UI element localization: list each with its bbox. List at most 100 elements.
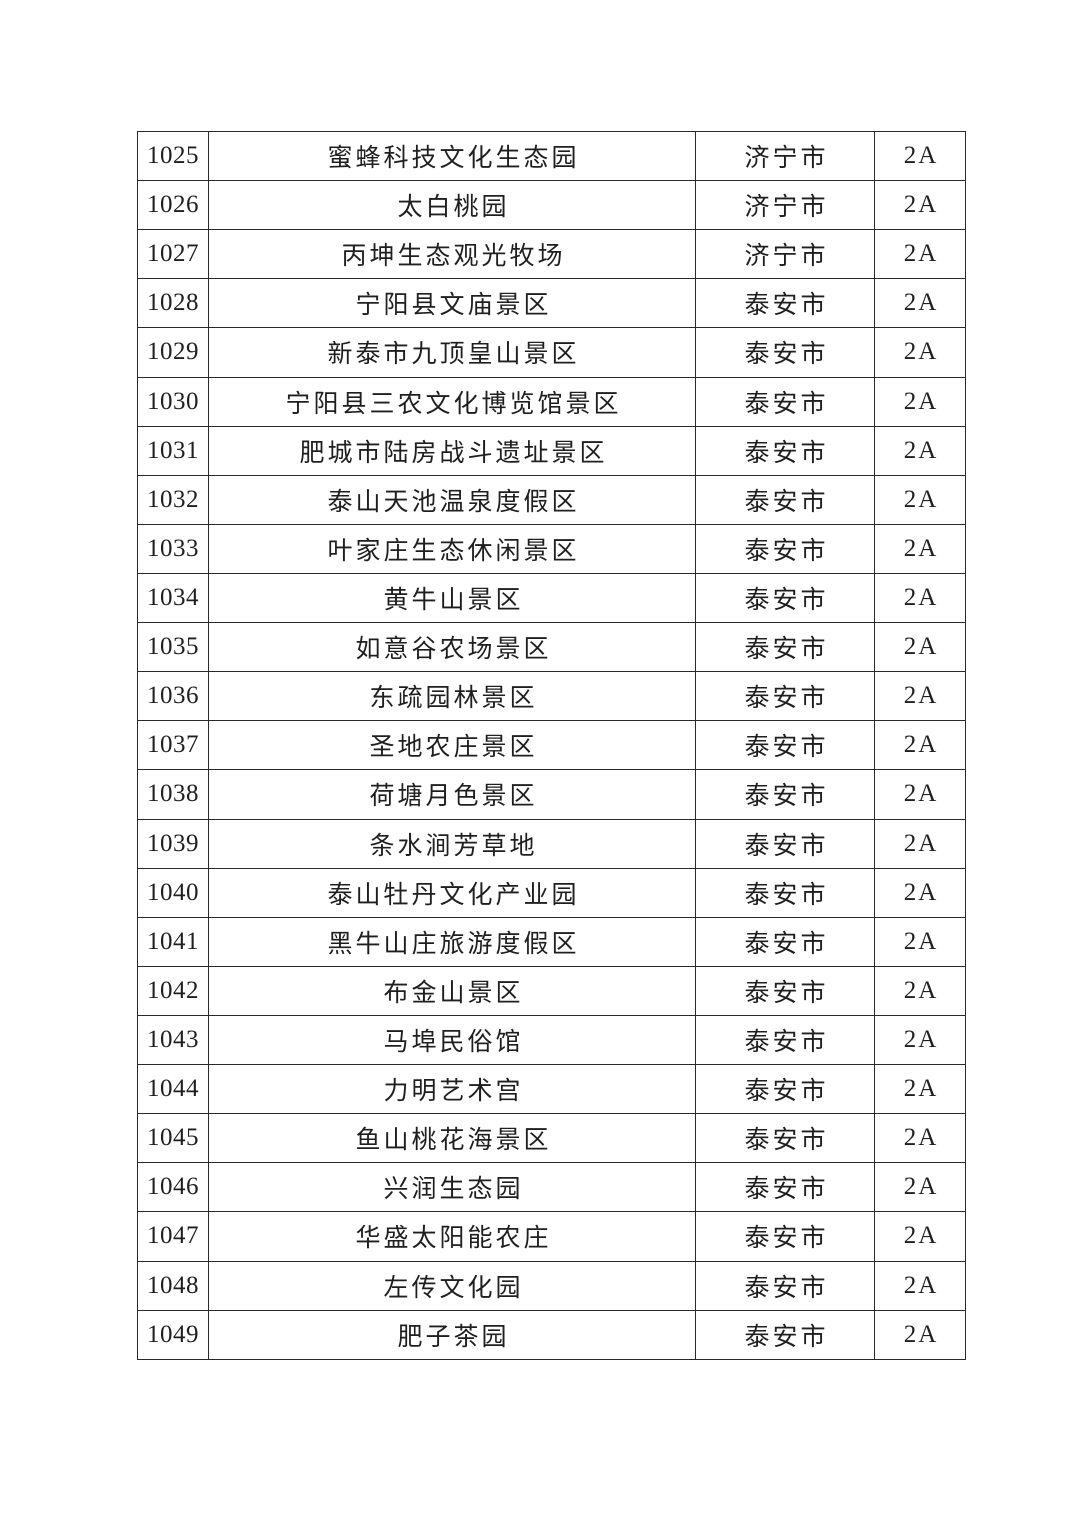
attraction-name: 肥城市陆房战斗遗址景区 <box>208 425 696 476</box>
rating-value: 2A <box>874 867 966 918</box>
table-row: 1036 东疏园林景区 泰安市 2A <box>137 671 966 722</box>
city-name: 泰安市 <box>695 327 875 378</box>
table-row: 1031 肥城市陆房战斗遗址景区 泰安市 2A <box>137 425 966 476</box>
row-number: 1048 <box>137 1260 209 1311</box>
city-name: 泰安市 <box>695 1014 875 1066</box>
attraction-name: 宁阳县三农文化博览馆景区 <box>208 376 696 427</box>
rating-value: 2A <box>874 278 966 329</box>
city-name: 泰安市 <box>695 622 875 673</box>
city-name: 泰安市 <box>695 720 875 771</box>
city-name: 泰安市 <box>695 278 875 329</box>
table-row: 1030 宁阳县三农文化博览馆景区 泰安市 2A <box>137 376 966 427</box>
row-number: 1025 <box>137 130 209 182</box>
rating-value: 2A <box>874 180 966 231</box>
city-name: 泰安市 <box>695 1211 875 1262</box>
rating-value: 2A <box>874 376 966 427</box>
attraction-name: 叶家庄生态休闲景区 <box>208 523 696 574</box>
attraction-name: 左传文化园 <box>208 1260 696 1311</box>
rating-value: 2A <box>874 720 966 771</box>
row-number: 1027 <box>137 229 209 280</box>
rating-value: 2A <box>874 916 966 967</box>
city-name: 泰安市 <box>695 769 875 820</box>
city-name: 泰安市 <box>695 965 875 1016</box>
table-row: 1046 兴润生态园 泰安市 2A <box>137 1162 966 1213</box>
table-row: 1039 条水涧芳草地 泰安市 2A <box>137 818 966 869</box>
attraction-name: 布金山景区 <box>208 965 696 1016</box>
table-row: 1044 力明艺术宫 泰安市 2A <box>137 1064 966 1115</box>
rating-value: 2A <box>874 474 966 525</box>
row-number: 1034 <box>137 572 209 624</box>
city-name: 泰安市 <box>695 867 875 918</box>
table-row: 1034 黄牛山景区 泰安市 2A <box>137 572 966 624</box>
rating-value: 2A <box>874 671 966 722</box>
city-name: 泰安市 <box>695 376 875 427</box>
city-name: 泰安市 <box>695 818 875 869</box>
attraction-name: 东疏园林景区 <box>208 671 696 722</box>
rating-value: 2A <box>874 1211 966 1262</box>
rating-value: 2A <box>874 818 966 869</box>
attraction-name: 兴润生态园 <box>208 1162 696 1213</box>
rating-value: 2A <box>874 1309 966 1361</box>
table-row: 1042 布金山景区 泰安市 2A <box>137 965 966 1016</box>
attraction-rating-table: 1025 蜜蜂科技文化生态园 济宁市 2A 1026 太白桃园 济宁市 2A 1… <box>137 130 966 1361</box>
table-row: 1038 荷塘月色景区 泰安市 2A <box>137 769 966 820</box>
table-row: 1047 华盛太阳能农庄 泰安市 2A <box>137 1211 966 1262</box>
rating-value: 2A <box>874 1260 966 1311</box>
attraction-name: 鱼山桃花海景区 <box>208 1113 696 1164</box>
city-name: 泰安市 <box>695 572 875 624</box>
table-row: 1027 丙坤生态观光牧场 济宁市 2A <box>137 229 966 280</box>
table-row: 1040 泰山牡丹文化产业园 泰安市 2A <box>137 867 966 918</box>
row-number: 1047 <box>137 1211 209 1262</box>
rating-value: 2A <box>874 130 966 182</box>
row-number: 1044 <box>137 1064 209 1115</box>
attraction-name: 条水涧芳草地 <box>208 818 696 869</box>
table-row: 1037 圣地农庄景区 泰安市 2A <box>137 720 966 771</box>
row-number: 1028 <box>137 278 209 329</box>
city-name: 泰安市 <box>695 1064 875 1115</box>
table-row: 1032 泰山天池温泉度假区 泰安市 2A <box>137 474 966 525</box>
attraction-name: 黄牛山景区 <box>208 572 696 624</box>
city-name: 泰安市 <box>695 425 875 476</box>
city-name: 泰安市 <box>695 916 875 967</box>
rating-value: 2A <box>874 769 966 820</box>
attraction-name: 泰山牡丹文化产业园 <box>208 867 696 918</box>
rating-value: 2A <box>874 1014 966 1066</box>
table-row: 1043 马埠民俗馆 泰安市 2A <box>137 1014 966 1066</box>
row-number: 1037 <box>137 720 209 771</box>
rating-value: 2A <box>874 523 966 574</box>
table-row: 1049 肥子茶园 泰安市 2A <box>137 1309 966 1361</box>
city-name: 泰安市 <box>695 1162 875 1213</box>
row-number: 1046 <box>137 1162 209 1213</box>
city-name: 泰安市 <box>695 671 875 722</box>
row-number: 1045 <box>137 1113 209 1164</box>
city-name: 泰安市 <box>695 474 875 525</box>
row-number: 1036 <box>137 671 209 722</box>
rating-value: 2A <box>874 965 966 1016</box>
city-name: 济宁市 <box>695 229 875 280</box>
rating-value: 2A <box>874 572 966 624</box>
row-number: 1033 <box>137 523 209 574</box>
attraction-name: 黑牛山庄旅游度假区 <box>208 916 696 967</box>
table-row: 1026 太白桃园 济宁市 2A <box>137 180 966 231</box>
attraction-name: 马埠民俗馆 <box>208 1014 696 1066</box>
row-number: 1049 <box>137 1309 209 1361</box>
table-row: 1035 如意谷农场景区 泰安市 2A <box>137 622 966 673</box>
row-number: 1042 <box>137 965 209 1016</box>
city-name: 泰安市 <box>695 1309 875 1361</box>
row-number: 1035 <box>137 622 209 673</box>
city-name: 泰安市 <box>695 1113 875 1164</box>
city-name: 泰安市 <box>695 1260 875 1311</box>
table-row: 1025 蜜蜂科技文化生态园 济宁市 2A <box>137 130 966 182</box>
rating-value: 2A <box>874 327 966 378</box>
attraction-name: 肥子茶园 <box>208 1309 696 1361</box>
table-row: 1045 鱼山桃花海景区 泰安市 2A <box>137 1113 966 1164</box>
rating-value: 2A <box>874 425 966 476</box>
rating-value: 2A <box>874 622 966 673</box>
attraction-name: 华盛太阳能农庄 <box>208 1211 696 1262</box>
table-row: 1028 宁阳县文庙景区 泰安市 2A <box>137 278 966 329</box>
attraction-name: 圣地农庄景区 <box>208 720 696 771</box>
row-number: 1026 <box>137 180 209 231</box>
row-number: 1040 <box>137 867 209 918</box>
attraction-name: 新泰市九顶皇山景区 <box>208 327 696 378</box>
table-row: 1041 黑牛山庄旅游度假区 泰安市 2A <box>137 916 966 967</box>
